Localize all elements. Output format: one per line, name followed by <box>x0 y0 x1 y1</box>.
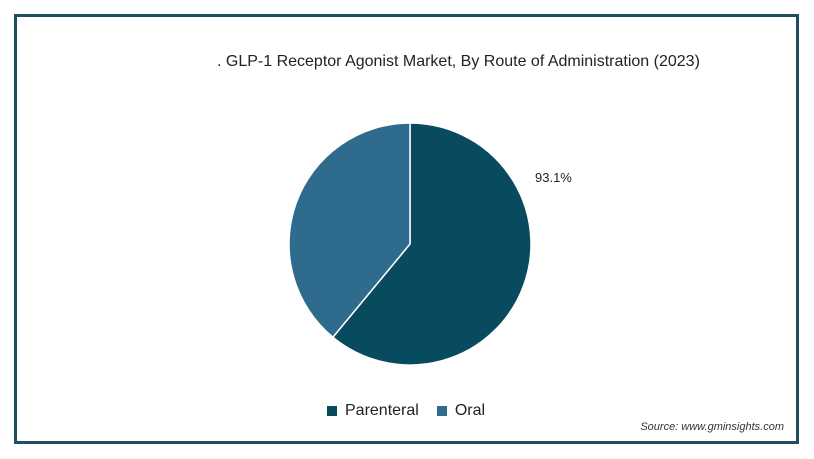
legend-item-oral: Oral <box>436 402 486 420</box>
pie-slice-parenteral <box>331 122 532 366</box>
pie-slice-oral <box>288 122 411 339</box>
legend-swatch-oral <box>436 406 447 416</box>
legend-label-oral: Oral <box>454 402 486 419</box>
legend: Parenteral Oral <box>327 402 503 420</box>
legend-label-parenteral: Parenteral <box>345 402 419 419</box>
source-note: Source: www.gminsights.com <box>640 421 784 433</box>
data-label-parenteral: 93.1% <box>535 170 572 185</box>
legend-swatch-parenteral <box>327 406 337 416</box>
chart-frame: . GLP-1 Receptor Agonist Market, By Rout… <box>14 14 799 444</box>
chart-title: . GLP-1 Receptor Agonist Market, By Rout… <box>217 53 700 70</box>
legend-item-parenteral: Parenteral <box>327 402 419 420</box>
pie-chart <box>288 122 532 366</box>
